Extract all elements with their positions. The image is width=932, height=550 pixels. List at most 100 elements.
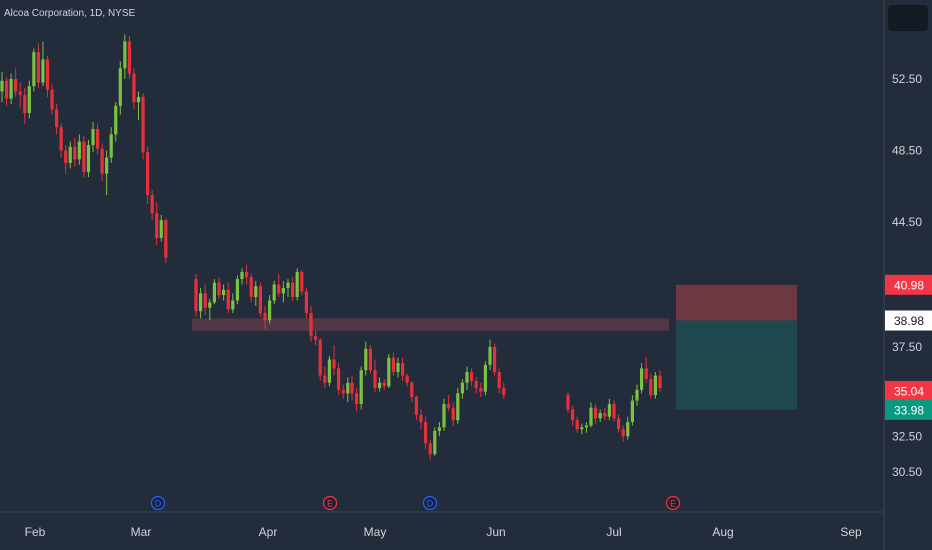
candle-body[interactable] — [105, 157, 109, 174]
candle-body[interactable] — [424, 421, 428, 444]
candle-body[interactable] — [346, 382, 350, 394]
candle-body[interactable] — [350, 382, 354, 394]
candle-body[interactable] — [45, 59, 50, 90]
candle-body[interactable] — [653, 375, 657, 396]
dividend-event-icon[interactable] — [422, 495, 438, 511]
candle-body[interactable] — [77, 141, 81, 160]
candle-body[interactable] — [146, 152, 150, 196]
candle-body[interactable] — [300, 271, 304, 292]
candle-body[interactable] — [635, 389, 639, 401]
candle-body[interactable] — [465, 371, 469, 383]
candle-body[interactable] — [222, 289, 226, 296]
candle-body[interactable] — [114, 105, 118, 135]
candle-body[interactable] — [150, 195, 154, 213]
candle-body[interactable] — [231, 300, 235, 310]
candle-body[interactable] — [263, 313, 267, 321]
candle-body[interactable] — [479, 388, 483, 392]
candle-body[interactable] — [589, 407, 593, 426]
candle-body[interactable] — [502, 388, 506, 396]
candle-body[interactable] — [410, 382, 414, 397]
candle-body[interactable] — [483, 364, 487, 392]
candle-body[interactable] — [575, 420, 579, 430]
candle-body[interactable] — [155, 212, 159, 238]
candle-body[interactable] — [456, 393, 460, 421]
candle-body[interactable] — [217, 282, 221, 296]
candle-body[interactable] — [414, 396, 418, 415]
candle-body[interactable] — [235, 279, 239, 301]
earnings-event-icon[interactable] — [665, 495, 681, 511]
candle-body[interactable] — [100, 148, 104, 174]
candle-body[interactable] — [68, 146, 72, 163]
candle-body[interactable] — [95, 129, 100, 149]
candle-body[interactable] — [493, 346, 497, 372]
candle-body[interactable] — [607, 404, 611, 417]
candle-body[interactable] — [127, 41, 131, 74]
candle-body[interactable] — [640, 368, 644, 390]
candle-body[interactable] — [391, 357, 395, 372]
candle-body[interactable] — [368, 348, 372, 371]
candle-body[interactable] — [132, 73, 136, 103]
candle-body[interactable] — [136, 96, 141, 103]
candle-body[interactable] — [55, 109, 59, 128]
candle-body[interactable] — [447, 404, 451, 408]
candle-body[interactable] — [442, 404, 446, 428]
candle-body[interactable] — [571, 409, 575, 421]
candle-body[interactable] — [630, 400, 634, 422]
candle-body[interactable] — [401, 363, 405, 376]
candle-body[interactable] — [109, 134, 113, 158]
candle-body[interactable] — [603, 413, 607, 417]
candle-body[interactable] — [318, 339, 322, 376]
candle-body[interactable] — [27, 86, 31, 113]
candle-body[interactable] — [617, 418, 621, 430]
candle-body[interactable] — [378, 382, 382, 389]
candle-body[interactable] — [419, 414, 423, 422]
candle-body[interactable] — [612, 404, 616, 419]
candle-body[interactable] — [644, 368, 648, 380]
candle-body[interactable] — [433, 430, 437, 455]
candle-body[interactable] — [387, 357, 391, 387]
candle-body[interactable] — [341, 389, 345, 394]
candle-body[interactable] — [50, 89, 54, 110]
candle-body[interactable] — [91, 129, 95, 146]
candle-body[interactable] — [268, 300, 272, 321]
candle-body[interactable] — [240, 271, 244, 280]
candle-body[interactable] — [314, 336, 318, 340]
candle-body[interactable] — [460, 382, 464, 394]
candle-body[interactable] — [23, 95, 27, 113]
candle-body[interactable] — [272, 284, 276, 301]
candle-body[interactable] — [59, 127, 63, 151]
candle-body[interactable] — [254, 286, 258, 297]
candle-body[interactable] — [355, 393, 359, 405]
candle-body[interactable] — [428, 443, 432, 455]
candle-body[interactable] — [323, 375, 327, 383]
candle-body[interactable] — [14, 79, 18, 92]
candle-body[interactable] — [309, 313, 313, 337]
candle-body[interactable] — [73, 146, 77, 160]
candle-body[interactable] — [9, 79, 13, 99]
candle-body[interactable] — [159, 220, 163, 238]
candle-body[interactable] — [0, 80, 4, 92]
candle-body[interactable] — [36, 52, 40, 83]
candle-body[interactable] — [164, 220, 168, 258]
candle-body[interactable] — [226, 289, 230, 310]
candle-body[interactable] — [281, 288, 285, 294]
candle-body[interactable] — [118, 68, 122, 106]
stop-loss-zone[interactable] — [676, 284, 797, 321]
candle-body[interactable] — [245, 271, 249, 278]
candle-body[interactable] — [396, 363, 400, 372]
candle-body[interactable] — [437, 427, 441, 431]
candle-body[interactable] — [658, 375, 662, 389]
candle-body[interactable] — [359, 370, 363, 405]
candle-body[interactable] — [286, 282, 290, 289]
candle-body[interactable] — [199, 293, 203, 312]
candle-body[interactable] — [497, 371, 501, 389]
candle-body[interactable] — [194, 279, 198, 312]
candle-body[interactable] — [566, 395, 570, 410]
candle-body[interactable] — [382, 382, 386, 387]
candle-body[interactable] — [212, 282, 216, 303]
candle-body[interactable] — [64, 150, 68, 163]
candle-body[interactable] — [258, 286, 262, 314]
toolbar-button[interactable] — [888, 5, 928, 31]
candle-body[interactable] — [304, 291, 308, 314]
